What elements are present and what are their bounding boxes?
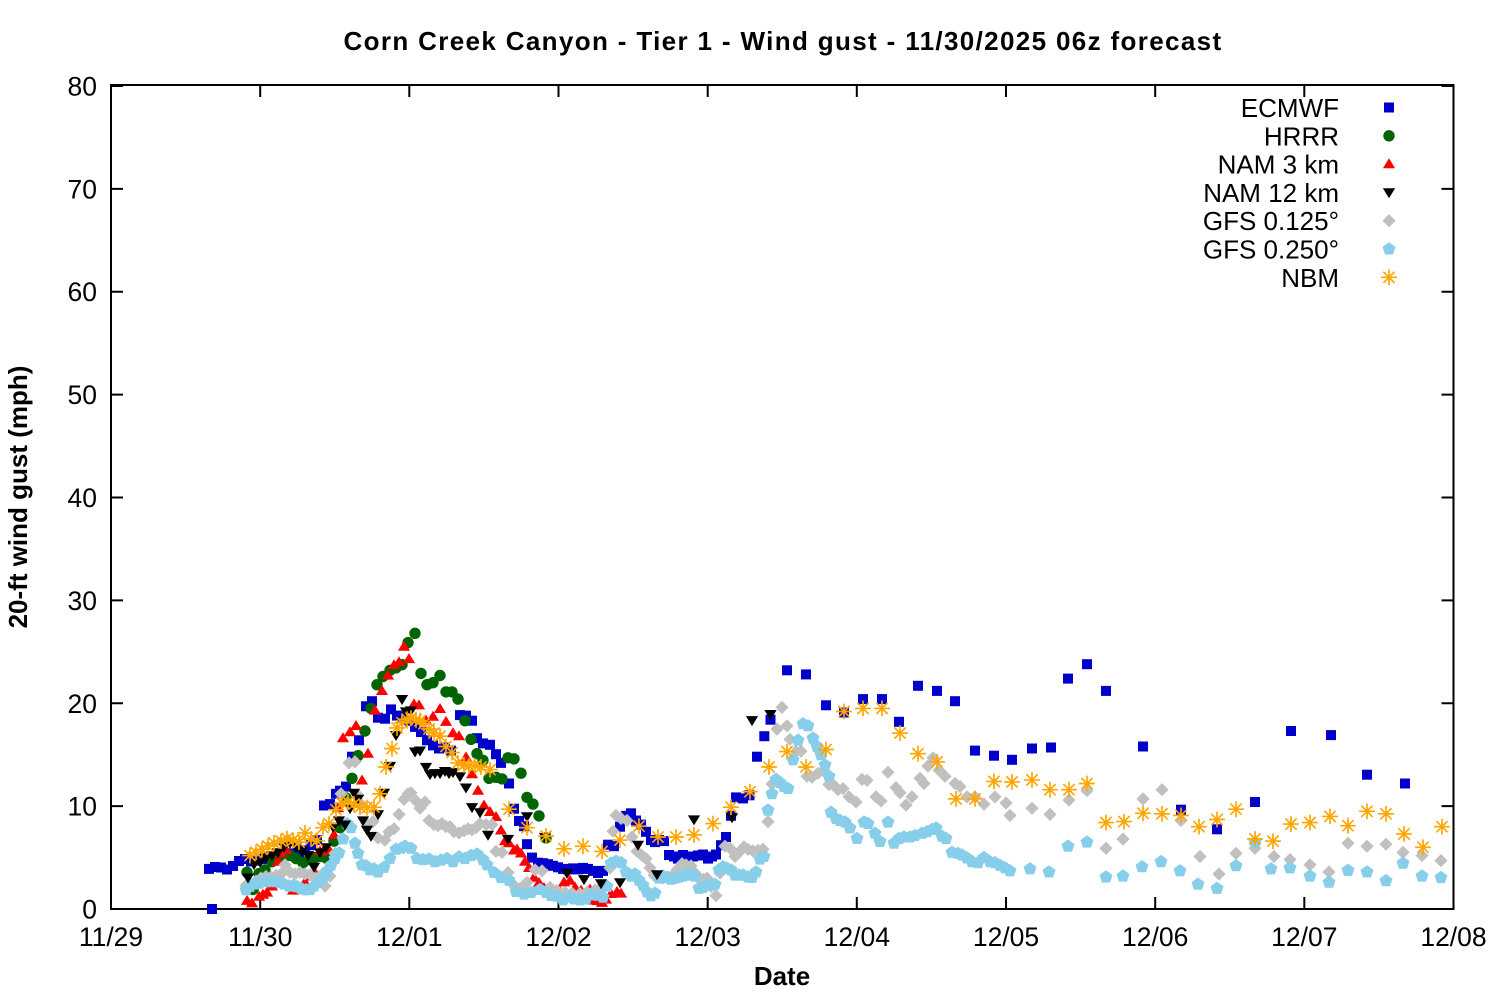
svg-text:10: 10	[68, 792, 97, 822]
svg-text:80: 80	[68, 72, 97, 102]
svg-text:ECMWF: ECMWF	[1241, 93, 1339, 123]
svg-text:Date: Date	[754, 961, 810, 991]
svg-text:HRRR: HRRR	[1264, 121, 1339, 151]
svg-text:GFS 0.250°: GFS 0.250°	[1203, 235, 1339, 265]
svg-text:12/05: 12/05	[973, 922, 1039, 952]
svg-text:40: 40	[68, 483, 97, 513]
svg-text:60: 60	[68, 277, 97, 307]
svg-text:12/07: 12/07	[1271, 922, 1337, 952]
svg-text:30: 30	[68, 586, 97, 616]
svg-text:20: 20	[68, 689, 97, 719]
svg-text:50: 50	[68, 380, 97, 410]
svg-text:NAM 12 km: NAM 12 km	[1203, 178, 1339, 208]
svg-text:Corn Creek Canyon - Tier 1 - W: Corn Creek Canyon - Tier 1 - Wind gust -…	[344, 26, 1223, 56]
svg-text:GFS 0.125°: GFS 0.125°	[1203, 206, 1339, 236]
svg-text:11/30: 11/30	[228, 922, 292, 952]
svg-text:0: 0	[82, 895, 97, 925]
svg-text:20-ft wind gust (mph): 20-ft wind gust (mph)	[3, 366, 33, 629]
svg-text:12/04: 12/04	[824, 922, 890, 952]
svg-text:12/02: 12/02	[525, 922, 591, 952]
svg-text:12/03: 12/03	[675, 922, 741, 952]
svg-text:12/08: 12/08	[1420, 922, 1486, 952]
svg-text:12/06: 12/06	[1122, 922, 1188, 952]
svg-text:70: 70	[68, 174, 97, 204]
svg-text:11/29: 11/29	[79, 922, 143, 952]
svg-text:12/01: 12/01	[376, 922, 442, 952]
svg-text:NAM 3 km: NAM 3 km	[1218, 150, 1339, 180]
svg-text:NBM: NBM	[1281, 263, 1339, 293]
